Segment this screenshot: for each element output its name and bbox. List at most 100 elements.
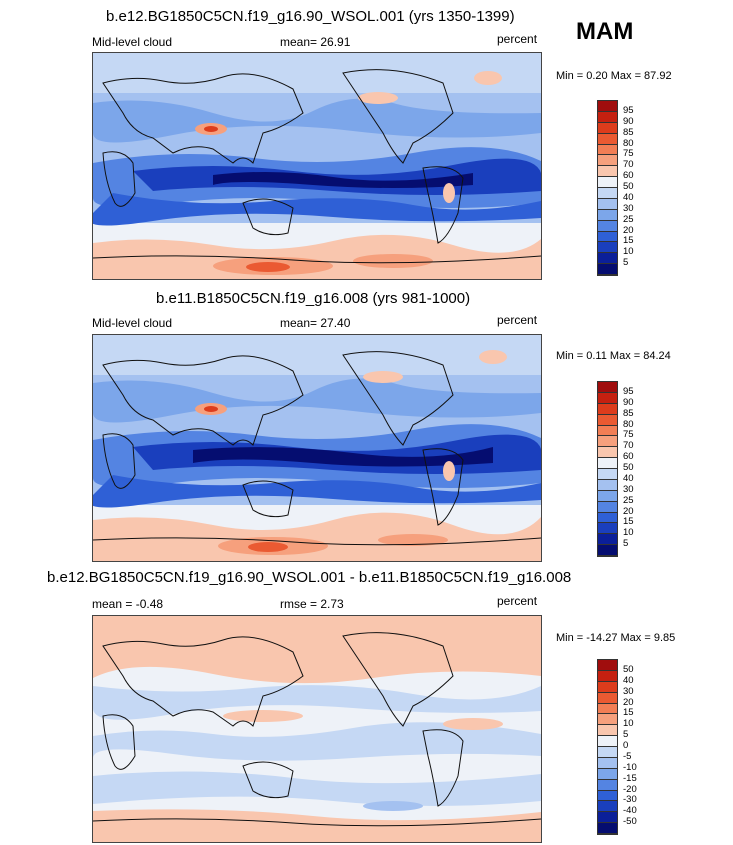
colorbar-tick-label: 70 xyxy=(623,159,634,171)
colorbar-tick-label: -15 xyxy=(623,772,637,784)
colorbar-swatch xyxy=(598,382,617,393)
colorbar-tick-label: 50 xyxy=(623,663,634,675)
colorbar-tick-label: 10 xyxy=(623,718,634,730)
colorbar-tick-label: 0 xyxy=(623,740,629,751)
colorbar-swatch xyxy=(598,111,617,123)
colorbar-swatch xyxy=(598,747,617,758)
colorbar-tick-label: -10 xyxy=(623,761,637,773)
colorbar-swatch xyxy=(598,501,617,513)
colorbar-swatch xyxy=(598,101,617,112)
colorbar-swatch xyxy=(598,779,617,791)
colorbar-swatch xyxy=(598,469,617,480)
colorbar-swatch xyxy=(598,660,617,671)
panel1-minmax: Min = 0.20 Max = 87.92 xyxy=(556,70,672,82)
colorbar-swatch xyxy=(598,801,617,813)
colorbar-swatch xyxy=(598,133,617,145)
colorbar-tick-label: 30 xyxy=(623,685,634,697)
colorbar-tick-label: -20 xyxy=(623,783,637,795)
colorbar-swatch xyxy=(598,155,617,167)
panel2-minmax: Min = 0.11 Max = 84.24 xyxy=(556,350,671,362)
colorbar-swatch xyxy=(598,425,617,437)
colorbar-swatch xyxy=(598,242,617,254)
panel1-colorbar-boxes xyxy=(597,100,618,276)
colorbar-swatch xyxy=(598,823,617,834)
colorbar-swatch xyxy=(598,414,617,426)
colorbar-swatch xyxy=(598,703,617,715)
colorbar-tick-label: 80 xyxy=(623,137,634,149)
colorbar-tick-label: -40 xyxy=(623,805,637,817)
colorbar-swatch xyxy=(598,188,617,199)
colorbar-swatch xyxy=(598,534,617,546)
colorbar-tick-label: 20 xyxy=(623,224,634,236)
colorbar-tick-label: 20 xyxy=(623,696,634,708)
colorbar-tick-label: 40 xyxy=(623,472,634,484)
panel2-colorbar-boxes xyxy=(597,381,618,557)
colorbar-tick-label: 15 xyxy=(623,235,634,247)
colorbar-tick-label: 80 xyxy=(623,418,634,430)
colorbar-tick-label: 10 xyxy=(623,246,634,258)
colorbar-swatch xyxy=(598,264,617,275)
panel3-title: b.e12.BG1850C5CN.f19_g16.90_WSOL.001 - b… xyxy=(47,569,572,586)
panel3-colorbar-boxes xyxy=(597,659,618,835)
colorbar-swatch xyxy=(598,231,617,243)
panel2-left-label: Mid-level cloud xyxy=(92,316,173,330)
panel3-units: percent xyxy=(497,594,538,608)
panel3-map xyxy=(92,615,542,843)
panel2-mean: mean= 27.40 xyxy=(280,316,351,330)
colorbar-swatch xyxy=(598,790,617,802)
colorbar-swatch xyxy=(598,692,617,704)
panel1-mean: mean= 26.91 xyxy=(280,35,351,49)
colorbar-tick-label: 30 xyxy=(623,202,634,214)
colorbar-tick-label: 90 xyxy=(623,396,634,408)
colorbar-tick-label: 5 xyxy=(623,538,629,550)
colorbar-swatch xyxy=(598,403,617,415)
colorbar-tick-label: 5 xyxy=(623,257,629,269)
colorbar-swatch xyxy=(598,714,617,726)
colorbar-tick-label: 15 xyxy=(623,516,634,528)
colorbar-swatch xyxy=(598,812,617,824)
colorbar-swatch xyxy=(598,166,617,178)
colorbar-swatch xyxy=(598,392,617,404)
colorbar-swatch xyxy=(598,220,617,232)
colorbar-swatch xyxy=(598,768,617,780)
colorbar-tick-label: 50 xyxy=(623,181,634,192)
colorbar-swatch xyxy=(598,209,617,221)
colorbar-tick-label: 25 xyxy=(623,213,634,225)
colorbar-tick-label: 75 xyxy=(623,148,634,160)
colorbar-swatch xyxy=(598,670,617,682)
colorbar-swatch xyxy=(598,490,617,502)
panel3-rmse: rmse = 2.73 xyxy=(280,597,344,611)
colorbar-swatch xyxy=(598,253,617,265)
colorbar-swatch xyxy=(598,757,617,769)
panel3-mean: mean = -0.48 xyxy=(92,597,164,611)
colorbar-tick-label: -30 xyxy=(623,794,637,806)
colorbar-tick-label: -50 xyxy=(623,816,637,828)
colorbar-tick-label: 95 xyxy=(623,104,634,116)
colorbar-tick-label: 85 xyxy=(623,126,634,138)
colorbar-swatch xyxy=(598,681,617,693)
colorbar-tick-label: 60 xyxy=(623,451,634,463)
colorbar-swatch xyxy=(598,122,617,134)
colorbar-swatch xyxy=(598,447,617,459)
colorbar-tick-label: 75 xyxy=(623,429,634,441)
colorbar-tick-label: 95 xyxy=(623,385,634,397)
colorbar-swatch xyxy=(598,144,617,156)
colorbar-swatch xyxy=(598,198,617,210)
panel1-map xyxy=(92,52,542,280)
panel2-title: b.e11.B1850C5CN.f19_g16.008 (yrs 981-100… xyxy=(156,290,471,307)
colorbar-swatch xyxy=(598,725,617,737)
colorbar-tick-label: 85 xyxy=(623,407,634,419)
colorbar-tick-label: 40 xyxy=(623,674,634,686)
colorbar-swatch xyxy=(598,177,617,188)
colorbar-tick-label: 90 xyxy=(623,115,634,127)
colorbar-swatch xyxy=(598,458,617,469)
colorbar-tick-label: 60 xyxy=(623,170,634,182)
panel2-map xyxy=(92,334,542,562)
colorbar-tick-label: 40 xyxy=(623,191,634,203)
colorbar-tick-label: 20 xyxy=(623,505,634,517)
colorbar-tick-label: 15 xyxy=(623,707,634,719)
colorbar-tick-label: 50 xyxy=(623,462,634,473)
colorbar-swatch xyxy=(598,479,617,491)
colorbar-tick-label: -5 xyxy=(623,750,632,762)
colorbar-tick-label: 70 xyxy=(623,440,634,452)
